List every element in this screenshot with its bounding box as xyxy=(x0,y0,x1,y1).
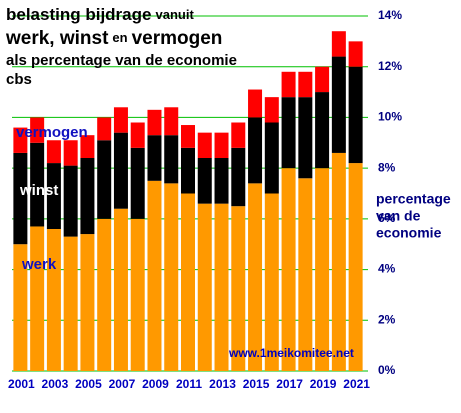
bar-segment xyxy=(13,244,28,371)
series-label: vermogen xyxy=(16,124,88,141)
bar-segment xyxy=(231,206,246,371)
bar-segment xyxy=(248,117,263,184)
bar-segment xyxy=(348,41,363,67)
bar-segment xyxy=(97,218,112,371)
bar-segment xyxy=(181,125,195,148)
bar-segment xyxy=(264,97,279,123)
bar-segment xyxy=(46,140,61,164)
title-part: werk, winst xyxy=(5,28,109,49)
y-axis-label: economie xyxy=(376,225,442,241)
bar-segment xyxy=(181,193,195,371)
bar-segment xyxy=(298,71,313,98)
bar-segment xyxy=(164,107,179,136)
bar-segment xyxy=(113,132,128,209)
y-tick-label: 6% xyxy=(378,211,396,225)
bar-segment xyxy=(147,180,162,371)
bar-segment xyxy=(231,122,246,148)
bar-segment xyxy=(30,117,45,143)
x-tick-label: 2015 xyxy=(243,377,270,391)
bar-segment xyxy=(248,89,263,118)
y-axis-label: van de xyxy=(376,208,421,224)
title-part: vanuit xyxy=(155,7,194,22)
bar-segment xyxy=(214,203,229,371)
bar-segment xyxy=(315,66,330,93)
source: cbs xyxy=(6,71,32,88)
bar-segment xyxy=(197,203,212,371)
x-tick-label: 2011 xyxy=(176,377,202,391)
bar-segment xyxy=(214,132,229,158)
bar-segment xyxy=(130,122,145,148)
subtitle: als percentage van de economie xyxy=(6,52,237,69)
chart-title: belasting bijdrage vanuit xyxy=(6,5,194,24)
bar-segment xyxy=(30,142,45,227)
bar-segment xyxy=(13,152,28,245)
bar-segment xyxy=(147,135,162,181)
bar-segment xyxy=(13,127,28,153)
bar-segment xyxy=(113,107,128,133)
bar-segment xyxy=(214,158,229,204)
bar-segment xyxy=(331,152,346,371)
bar-segment xyxy=(348,66,363,164)
bar-segment xyxy=(281,71,296,98)
bar-segment xyxy=(97,140,112,219)
y-axis-label: percentage xyxy=(376,191,451,207)
bar-segment xyxy=(197,158,212,204)
y-tick-label: 14% xyxy=(378,8,402,22)
y-tick-label: 2% xyxy=(378,312,396,326)
bar-segment xyxy=(30,226,45,371)
title-part: vermogen xyxy=(132,28,223,49)
y-tick-label: 8% xyxy=(378,160,396,174)
bar-segment xyxy=(113,208,128,371)
bar-segment xyxy=(248,183,263,371)
bar-segment xyxy=(63,165,78,237)
bar-segment xyxy=(80,158,95,235)
x-tick-label: 2009 xyxy=(142,377,169,391)
chart-title: werk, winst en vermogen xyxy=(5,28,222,49)
bar-segment xyxy=(80,234,95,371)
bar-segment xyxy=(80,135,95,158)
y-tick-label: 0% xyxy=(378,363,396,377)
annotation: www.1meikomitee.net xyxy=(228,346,354,360)
x-tick-label: 2005 xyxy=(75,377,102,391)
x-tick-label: 2021 xyxy=(343,377,370,391)
bar-segment xyxy=(46,163,61,229)
bar-segment xyxy=(130,147,145,219)
bar-segment xyxy=(63,140,78,166)
x-tick-label: 2007 xyxy=(109,377,136,391)
bar-segment xyxy=(130,218,145,371)
bar-segment xyxy=(315,92,330,169)
y-tick-label: 12% xyxy=(378,59,402,73)
y-tick-label: 4% xyxy=(378,262,396,276)
bar-segment xyxy=(46,229,61,371)
title-part: en xyxy=(112,30,127,45)
bar-segment xyxy=(264,122,279,194)
x-tick-label: 2001 xyxy=(8,377,35,391)
bar-segment xyxy=(331,56,346,153)
bar-segment xyxy=(281,168,296,371)
bar-segment xyxy=(164,183,179,371)
bar-segment xyxy=(164,135,179,184)
bar-segment xyxy=(281,97,296,169)
bar-segment xyxy=(231,147,246,207)
series-label: werk xyxy=(21,256,57,273)
title-part: belasting bijdrage xyxy=(6,5,151,24)
series-label: winst xyxy=(19,182,58,199)
bar-segment xyxy=(197,132,212,158)
x-tick-label: 2017 xyxy=(276,377,303,391)
bar-segment xyxy=(348,163,363,371)
x-tick-label: 2013 xyxy=(209,377,236,391)
bar-segment xyxy=(147,109,162,136)
bar-segment xyxy=(315,168,330,371)
bar-segment xyxy=(331,31,346,57)
bar-segment xyxy=(181,147,195,194)
bar-segment xyxy=(97,117,112,141)
x-tick-label: 2019 xyxy=(310,377,337,391)
bar-segment xyxy=(298,178,313,371)
y-tick-label: 10% xyxy=(378,110,402,124)
bar-segment xyxy=(63,236,78,371)
x-tick-label: 2003 xyxy=(42,377,69,391)
bar-segment xyxy=(298,97,313,179)
bar-segment xyxy=(264,193,279,371)
